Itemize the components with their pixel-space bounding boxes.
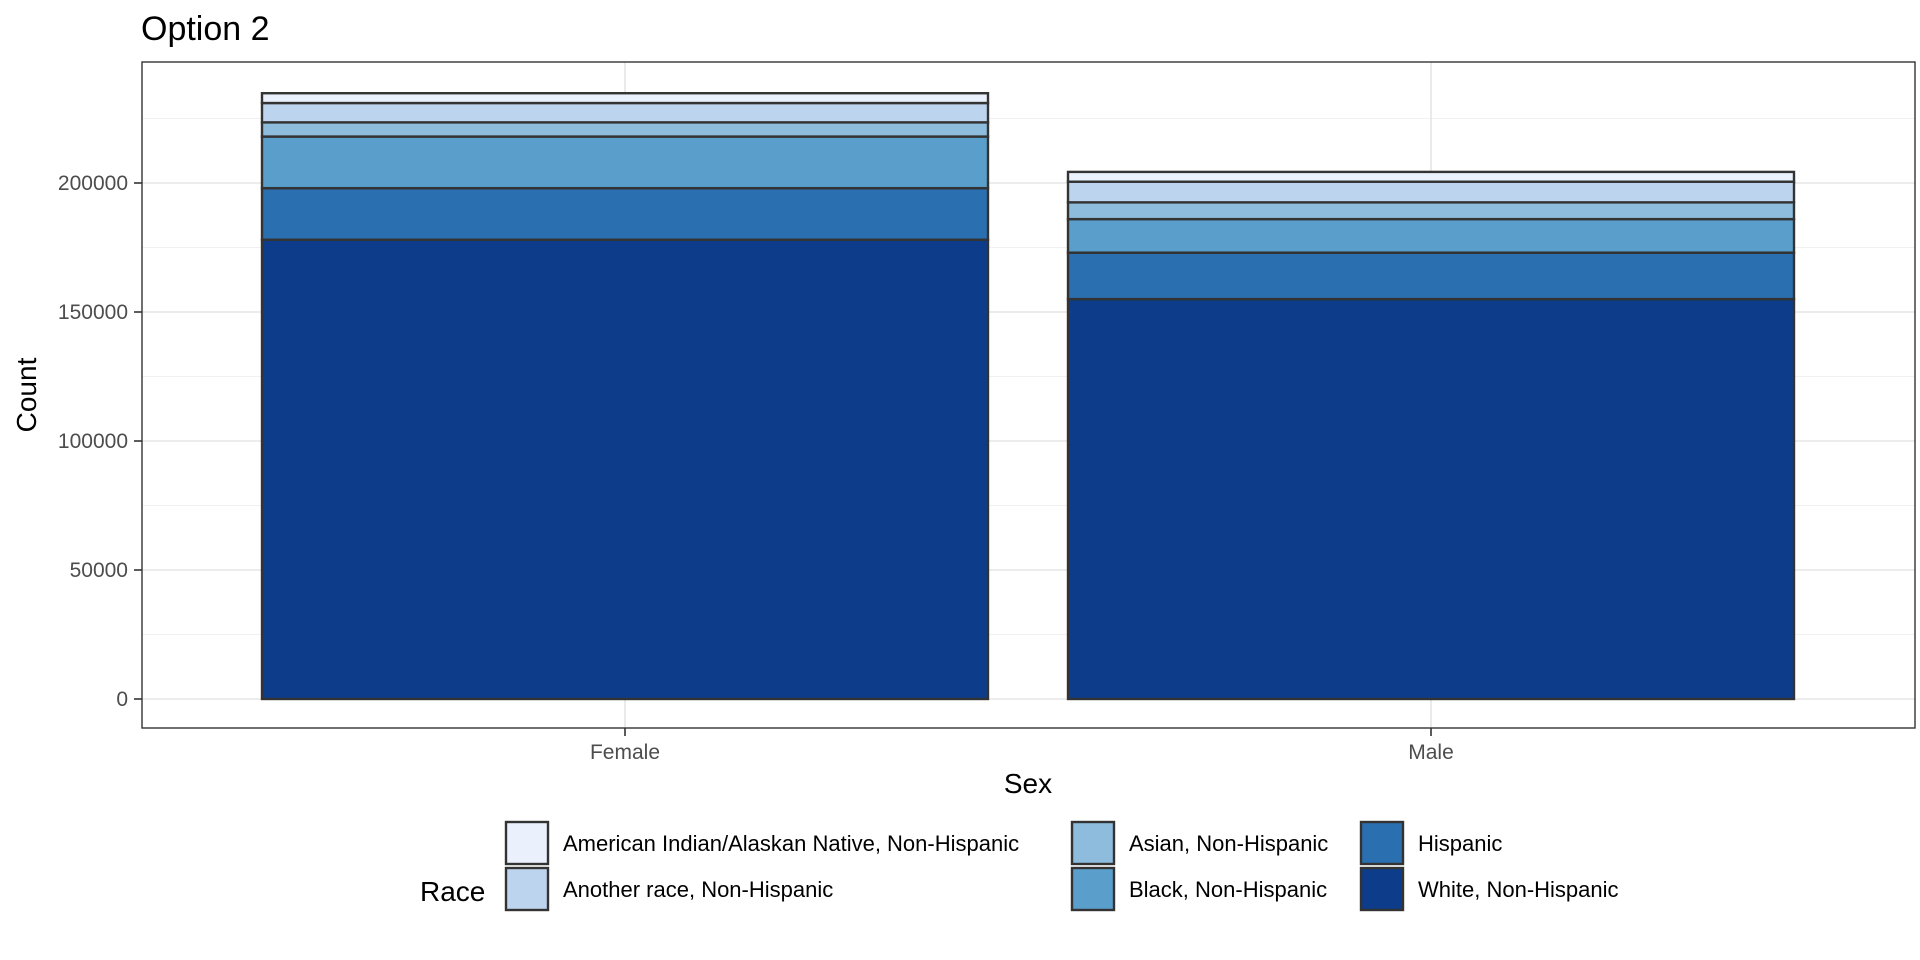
legend-label: Asian, Non-Hispanic [1129, 831, 1328, 856]
legend-title: Race [420, 876, 485, 907]
legend-key [1070, 866, 1116, 912]
bar-segment-male-black-non-hispanic [1066, 217, 1796, 254]
chart-title: Option 2 [141, 10, 270, 48]
x-tick-label: Male [1408, 741, 1454, 764]
bar-segment-female-white-non-hispanic [260, 238, 990, 701]
legend-key [1359, 820, 1405, 866]
legend: Race American Indian/Alaskan Native, Non… [420, 820, 1619, 912]
bar-segment-female-american-indian-alaskan-native-non-hispanic [260, 92, 990, 105]
bar-segment-female-hispanic [260, 186, 990, 241]
bars [260, 92, 1796, 701]
y-axis: 0 50000 100000 150000 200000 [58, 172, 142, 711]
y-tick-label: 200000 [58, 172, 128, 195]
legend-label: Hispanic [1418, 831, 1502, 856]
bar-segment-male-american-indian-alaskan-native-non-hispanic [1066, 170, 1796, 183]
y-tick-label: 150000 [58, 301, 128, 324]
y-axis-title: Count [11, 357, 42, 432]
plot-panel [141, 61, 1916, 729]
legend-label: Black, Non-Hispanic [1129, 877, 1327, 902]
bar-segment-male-hispanic [1066, 251, 1796, 301]
bar-segment-male-another-race-non-hispanic [1066, 180, 1796, 204]
x-tick-label: Female [590, 741, 660, 764]
y-tick-label: 50000 [70, 559, 128, 582]
x-axis-title: Sex [1004, 768, 1052, 799]
legend-key [504, 866, 550, 912]
legend-label: American Indian/Alaskan Native, Non-Hisp… [563, 831, 1019, 856]
y-tick-label: 100000 [58, 430, 128, 453]
legend-label: Another race, Non-Hispanic [563, 877, 833, 902]
legend-label: White, Non-Hispanic [1418, 877, 1619, 902]
legend-key [1359, 866, 1405, 912]
y-tick-label: 0 [116, 688, 128, 711]
bar-segment-male-asian-non-hispanic [1066, 201, 1796, 221]
x-axis: Female Male [590, 728, 1454, 764]
bar-segment-female-black-non-hispanic [260, 135, 990, 190]
bar-segment-female-another-race-non-hispanic [260, 101, 990, 124]
bar-segment-male-white-non-hispanic [1066, 297, 1796, 701]
bar-segment-female-asian-non-hispanic [260, 121, 990, 138]
legend-key [504, 820, 550, 866]
legend-key [1070, 820, 1116, 866]
